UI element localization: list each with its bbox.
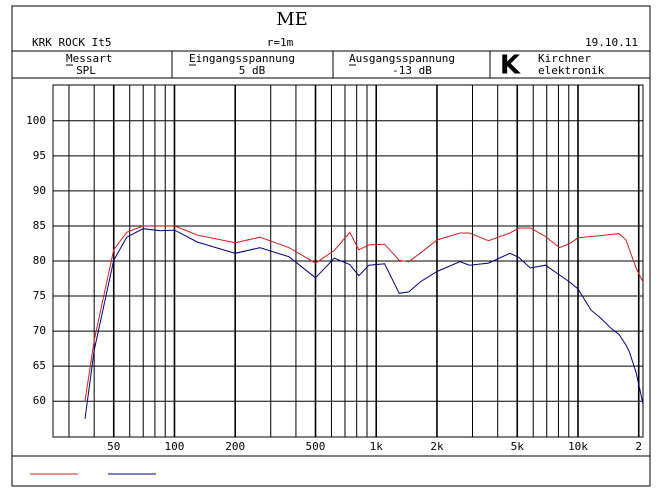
logo-text: elektronik — [538, 64, 605, 77]
date: 19.10.11 — [585, 36, 638, 49]
y-tick-label: 80 — [33, 254, 46, 267]
x-tick-label: 500 — [306, 440, 326, 453]
curves — [84, 225, 643, 419]
field-label: Messart — [66, 52, 112, 65]
y-tick-label: 90 — [33, 184, 46, 197]
title: ME — [276, 9, 308, 30]
x-tick-label: 5k — [511, 440, 525, 453]
response-curve — [84, 228, 643, 419]
field-value: 5 dB — [239, 64, 266, 77]
y-tick-label: 95 — [33, 149, 46, 162]
response-curve — [84, 225, 643, 402]
logo-mark: K — [500, 51, 521, 81]
y-tick-label: 70 — [33, 324, 46, 337]
outer-frame — [11, 5, 651, 487]
x-tick-label: 1k — [370, 440, 384, 453]
x-tick-label: 2 — [635, 440, 642, 453]
field-label: Eingangsspannung — [189, 52, 295, 65]
device: KRK ROCK It5 — [32, 36, 111, 49]
x-tick-label: 50 — [107, 440, 120, 453]
x-tick-label: 10k — [568, 440, 588, 453]
y-tick-label: 75 — [33, 289, 46, 302]
y-tick-label: 100 — [26, 114, 46, 127]
x-tick-label: 2k — [430, 440, 444, 453]
logo-text: Kirchner — [538, 52, 591, 65]
x-tick-label: 200 — [225, 440, 245, 453]
field-value: -13 dB — [392, 64, 432, 77]
plot-frame — [52, 84, 644, 438]
y-tick-label: 60 — [33, 394, 46, 407]
x-tick-label: 100 — [165, 440, 185, 453]
distance: r=1m — [267, 36, 294, 49]
field-label: Ausgangsspannung — [349, 52, 455, 65]
y-tick-label: 85 — [33, 219, 46, 232]
field-value: SPL — [76, 64, 96, 77]
y-tick-label: 65 — [33, 359, 46, 372]
